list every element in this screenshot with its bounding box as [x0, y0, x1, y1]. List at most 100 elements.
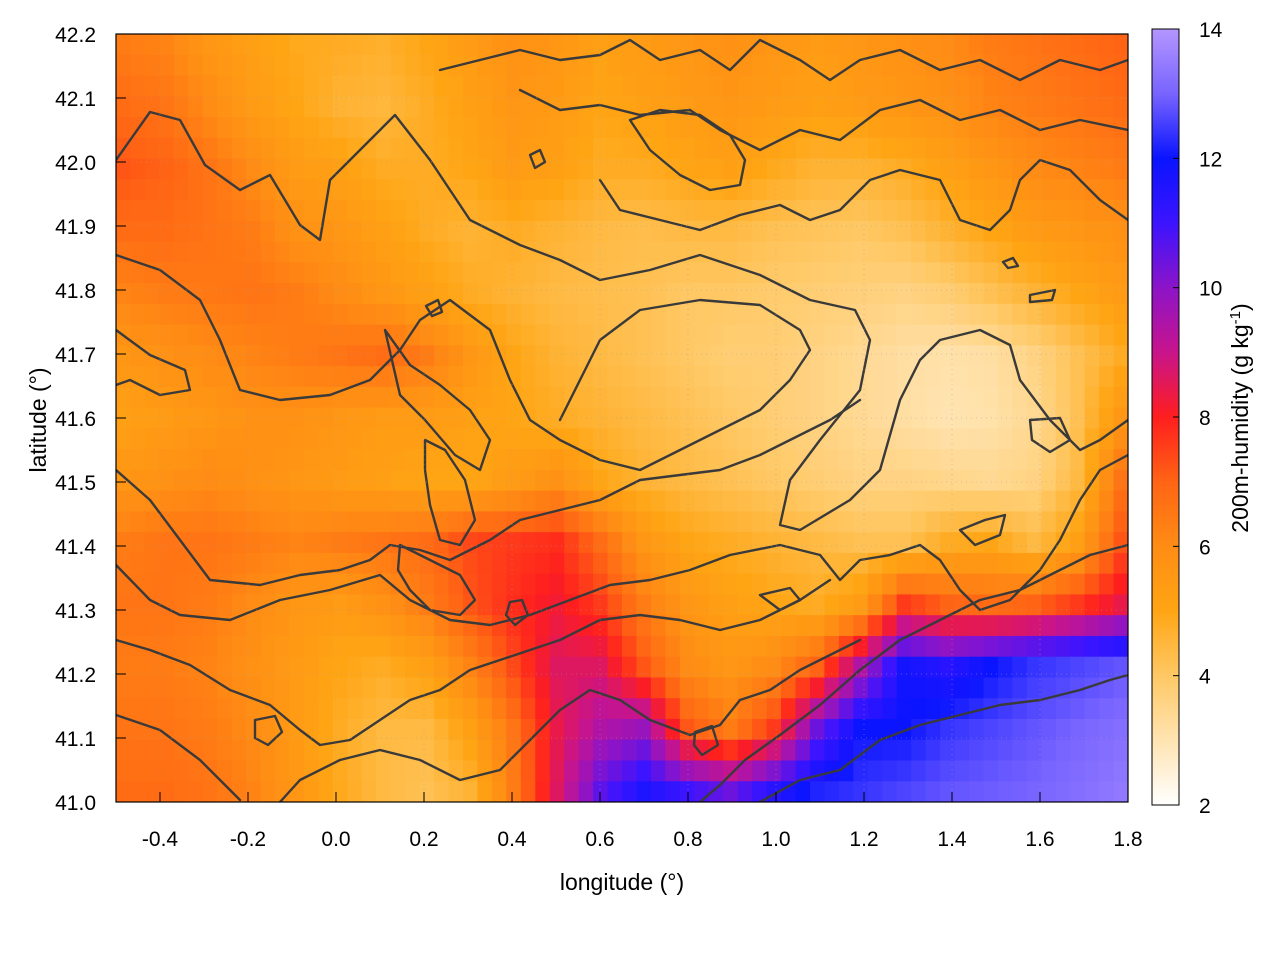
heatmap-cell: [1026, 677, 1042, 699]
heatmap-cell: [665, 532, 681, 554]
heatmap-cell: [925, 34, 941, 56]
heatmap-cell: [723, 573, 739, 596]
heatmap-cell: [130, 739, 146, 762]
heatmap-cell: [911, 345, 927, 367]
heatmap-cell: [809, 303, 825, 326]
heatmap-cell: [318, 345, 334, 367]
heatmap-cell: [448, 656, 464, 679]
heatmap-cell: [1055, 449, 1071, 471]
heatmap-cell: [954, 739, 970, 762]
y-tick-label: 41.4: [55, 536, 96, 559]
heatmap-cell: [202, 117, 218, 139]
heatmap-cell: [347, 283, 363, 305]
heatmap-cell: [231, 137, 247, 160]
heatmap-cell: [434, 158, 450, 180]
heatmap-cell: [650, 407, 666, 429]
heatmap-cell: [390, 760, 406, 782]
heatmap-cell: [347, 552, 363, 575]
heatmap-cell: [173, 615, 189, 637]
heatmap-cell: [723, 34, 739, 56]
y-tick-label: 42.1: [55, 88, 96, 111]
heatmap-cell: [795, 303, 811, 326]
heatmap-cell: [650, 698, 666, 720]
heatmap-cell: [390, 75, 406, 97]
heatmap-cell: [925, 469, 941, 492]
heatmap-cell: [766, 75, 782, 97]
heatmap-cell: [289, 117, 305, 139]
heatmap-cell: [217, 220, 233, 243]
heatmap-cell: [737, 490, 753, 513]
heatmap-cell: [940, 698, 956, 720]
heatmap-cell: [520, 490, 536, 513]
heatmap-cell: [708, 698, 724, 720]
contour-line: [518, 88, 1128, 152]
heatmap-cell: [462, 117, 479, 139]
heatmap-cell: [954, 781, 970, 802]
heatmap-cell: [159, 34, 175, 56]
heatmap-cell: [1084, 490, 1100, 513]
y-tick-label: 41.6: [55, 408, 96, 431]
y-tick-label: 41.5: [55, 472, 96, 495]
heatmap-cell: [622, 718, 638, 741]
heatmap-cell: [130, 407, 146, 429]
heatmap-cell: [607, 324, 623, 346]
heatmap-cell: [405, 407, 421, 429]
heatmap-cell: [246, 677, 262, 699]
heatmap-cell: [882, 200, 898, 222]
heatmap-cell: [925, 283, 941, 305]
heatmap-cell: [838, 677, 854, 699]
heatmap-cell: [1099, 96, 1115, 118]
heatmap-cell: [781, 739, 797, 762]
heatmap-cell: [246, 760, 262, 782]
heatmap-cell: [607, 345, 623, 367]
heatmap-cell: [491, 262, 507, 284]
heatmap-cell: [1113, 96, 1128, 118]
heatmap-cell: [130, 75, 146, 97]
heatmap-cell: [809, 158, 825, 180]
heatmap-cell: [332, 781, 348, 802]
heatmap-cell: [1084, 760, 1100, 782]
heatmap-cell: [968, 179, 985, 201]
heatmap-cell: [116, 54, 132, 77]
heatmap-cell: [434, 117, 450, 139]
heatmap-cell: [578, 34, 594, 56]
heatmap-cell: [665, 34, 681, 56]
heatmap-cell: [361, 75, 377, 97]
heatmap-cell: [650, 781, 666, 802]
heatmap-cell: [448, 449, 464, 471]
heatmap-cell: [188, 718, 204, 741]
heatmap-cell: [116, 117, 132, 139]
heatmap-cell: [809, 594, 825, 616]
heatmap-cell: [419, 407, 435, 429]
heatmap-cell: [390, 449, 406, 471]
heatmap-cell: [607, 262, 623, 284]
y-tick-label: 41.0: [55, 792, 96, 815]
heatmap-cell: [940, 677, 956, 699]
heatmap-cell: [246, 386, 262, 409]
heatmap-cell: [462, 366, 479, 388]
heatmap-cell: [997, 656, 1013, 679]
heatmap-cell: [1084, 739, 1100, 762]
heatmap-cell: [491, 303, 507, 326]
heatmap-cell: [983, 366, 999, 388]
heatmap-cell: [997, 407, 1013, 429]
heatmap-cell: [231, 428, 247, 450]
heatmap-cell: [679, 698, 695, 720]
heatmap-cell: [448, 366, 464, 388]
heatmap-cell: [491, 117, 507, 139]
heatmap-cell: [332, 594, 348, 616]
heatmap-cell: [376, 407, 392, 429]
heatmap-cell: [564, 117, 580, 139]
heatmap-cell: [983, 137, 999, 160]
heatmap-cell: [896, 137, 912, 160]
heatmap-cell: [477, 469, 493, 492]
heatmap-cell: [477, 117, 493, 139]
heatmap-cell: [1099, 137, 1115, 160]
heatmap-cell: [202, 262, 218, 284]
heatmap-cell: [983, 490, 999, 513]
heatmap-cell: [882, 345, 898, 367]
heatmap-cell: [1026, 615, 1042, 637]
heatmap-cell: [202, 75, 218, 97]
heatmap-cell: [737, 386, 753, 409]
heatmap-cell: [1070, 718, 1086, 741]
